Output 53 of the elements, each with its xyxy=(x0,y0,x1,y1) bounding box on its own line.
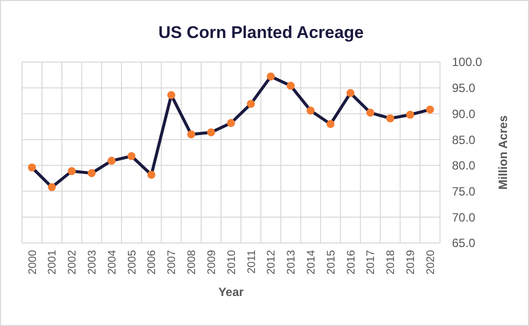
x-tick-label: 2003 xyxy=(86,250,99,274)
point xyxy=(366,108,374,117)
x-tick-label: 2009 xyxy=(206,250,218,274)
x-axis-title: Year xyxy=(218,285,244,299)
point xyxy=(286,82,295,90)
x-tick-label: 2004 xyxy=(106,250,118,274)
point xyxy=(266,72,275,80)
point xyxy=(108,156,116,165)
point xyxy=(28,163,36,172)
point xyxy=(386,114,394,122)
point xyxy=(127,152,136,160)
x-tick-label: 2019 xyxy=(404,250,417,274)
y-tick-label: 100.0 xyxy=(452,55,482,70)
y-axis-title: Million Acres xyxy=(496,115,510,190)
point xyxy=(346,89,354,98)
x-tick-label: 2011 xyxy=(246,250,258,274)
point xyxy=(406,110,414,119)
x-tick-label: 2006 xyxy=(146,250,158,274)
x-tick-label: 2005 xyxy=(126,250,138,274)
x-tick-label: 2016 xyxy=(345,250,358,274)
y-tick-label: 90.0 xyxy=(452,106,476,121)
x-tick-label: 2002 xyxy=(66,250,79,274)
point xyxy=(326,120,335,128)
y-tick-label: 80.0 xyxy=(452,158,476,173)
x-tick-label: 2012 xyxy=(266,250,278,274)
point xyxy=(167,91,176,100)
x-tick-label: 2018 xyxy=(385,250,398,274)
point xyxy=(306,106,315,115)
y-tick-label: 85.0 xyxy=(452,132,476,147)
x-tick-label: 2015 xyxy=(325,250,338,274)
x-tick-label: 2017 xyxy=(365,250,378,274)
x-tick-label: 2008 xyxy=(186,250,198,274)
x-tick-label: 2000 xyxy=(26,250,39,274)
x-tick-label: 2013 xyxy=(286,250,298,274)
y-tick-label: 70.0 xyxy=(452,210,476,224)
y-tick-label: 65.0 xyxy=(452,236,476,250)
point xyxy=(147,170,156,179)
y-tick-label: 75.0 xyxy=(452,184,476,198)
x-tick-label: 2007 xyxy=(166,250,178,274)
chart-title: US Corn Planted Acreage xyxy=(158,23,364,42)
point xyxy=(88,169,96,178)
point xyxy=(227,119,235,128)
x-tick-label: 2010 xyxy=(226,250,238,274)
x-tick-label: 2020 xyxy=(424,250,437,274)
point xyxy=(48,183,56,192)
point xyxy=(68,167,76,176)
x-tick-label: 2001 xyxy=(46,250,59,274)
point xyxy=(246,100,255,108)
point xyxy=(187,130,196,138)
x-tick-label: 2014 xyxy=(305,250,318,274)
y-tick-label: 95.0 xyxy=(452,81,476,96)
point xyxy=(207,128,216,136)
point xyxy=(426,106,434,114)
